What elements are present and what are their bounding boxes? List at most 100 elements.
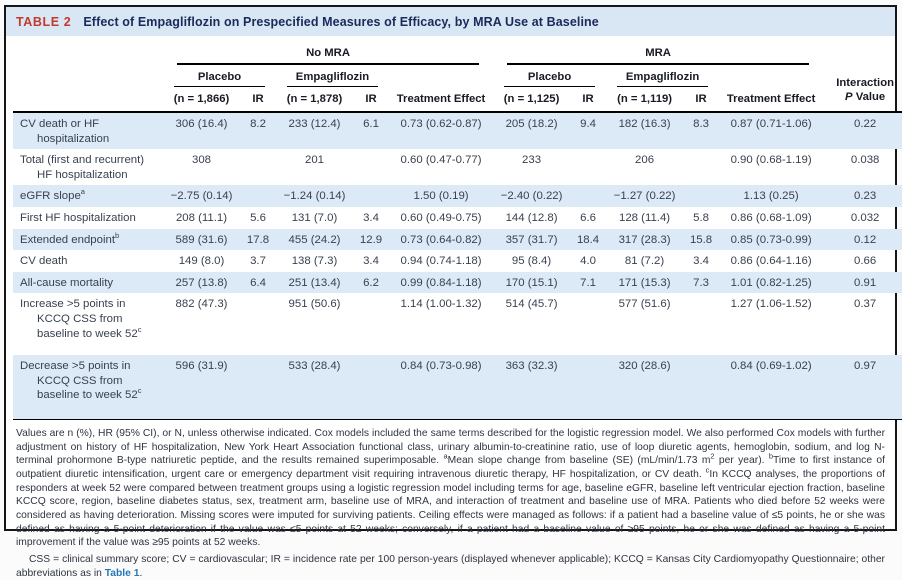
no-mra-empagliflozin-n: (n = 1,878) bbox=[276, 87, 353, 113]
table-cell: 7.1 bbox=[580, 276, 596, 289]
treatment-effect-header: Treatment Effect bbox=[389, 87, 494, 113]
table-cell: 205 (18.2) bbox=[505, 118, 558, 130]
table-cell: 6.2 bbox=[363, 276, 379, 289]
abbreviations-period: . bbox=[139, 567, 143, 579]
table-cell bbox=[240, 293, 276, 355]
table-row: Increase >5 points in KCCQ CSS from base… bbox=[13, 293, 902, 355]
table-cell: 0.60 (0.49-0.75) bbox=[400, 211, 482, 224]
table-row: CV death 149 (8.0) 3.7 138 (7.3) 3.4 0.94 (0.… bbox=[13, 250, 902, 272]
footnote-marker: b bbox=[768, 451, 773, 461]
table-cell: 12.9 bbox=[359, 233, 383, 246]
table-cell: 15.8 bbox=[689, 233, 713, 246]
table-cell: 95 (8.4) bbox=[511, 255, 552, 268]
table-cell: 1.13 (0.25) bbox=[743, 190, 799, 203]
table-cell: 0.22 bbox=[854, 118, 877, 130]
table-row: Decrease >5 points in KCCQ CSS from base… bbox=[13, 355, 902, 420]
table-cell: 882 (47.3) bbox=[175, 298, 228, 311]
group-header-no-mra: No MRA bbox=[163, 38, 493, 65]
table-cell: 3.7 bbox=[250, 255, 266, 268]
table-cell: 4.0 bbox=[580, 255, 596, 268]
table-cell: 0.99 (0.84-1.18) bbox=[400, 276, 482, 289]
endpoint-label: CV death or HF hospitalization bbox=[20, 118, 110, 145]
table-cell: 8.3 bbox=[693, 118, 709, 130]
table-cell: 257 (13.8) bbox=[175, 276, 228, 289]
endpoint-label: First HF hospitalization bbox=[20, 211, 136, 224]
table-cell: 589 (31.6) bbox=[175, 233, 228, 246]
table-body: CV death or HF hospitalization 306 (16.4)… bbox=[13, 112, 902, 420]
endpoint-label: Decrease >5 points in KCCQ CSS from base… bbox=[13, 355, 163, 420]
table-cell bbox=[353, 149, 389, 185]
endpoint-label: eGFR slopea bbox=[20, 187, 85, 203]
group-mra-label: MRA bbox=[507, 38, 810, 65]
table-cell: 306 (16.4) bbox=[175, 118, 228, 130]
table-row: Total (first and recurrent) HF hospitali… bbox=[13, 149, 902, 185]
table-cell: 0.038 bbox=[850, 154, 880, 167]
table-cell: 320 (28.6) bbox=[606, 355, 684, 420]
table-header: No MRA MRA Interaction P Value Placebo E… bbox=[13, 38, 902, 113]
table-cell: 596 (31.9) bbox=[163, 355, 240, 420]
table-title-bar: TABLE 2 Effect of Empagliflozin on Prespe… bbox=[6, 7, 895, 36]
table-cell: 182 (16.3) bbox=[618, 118, 671, 130]
footnote-marker: c bbox=[705, 465, 710, 475]
table-cell: 0.97 bbox=[823, 355, 902, 420]
table-cell: 0.90 (0.68-1.19) bbox=[730, 154, 812, 167]
table-cell: 0.032 bbox=[850, 211, 880, 224]
table-cell: 317 (28.3) bbox=[618, 233, 671, 246]
table-cell: 81 (7.2) bbox=[624, 255, 665, 268]
table-cell bbox=[683, 149, 719, 185]
table-cell: 6.6 bbox=[580, 211, 596, 224]
group-no-mra-label: No MRA bbox=[177, 38, 480, 65]
table-cell bbox=[353, 185, 389, 207]
table-cell: 1.01 (0.82-1.25) bbox=[730, 276, 812, 289]
table-cell: 0.60 (0.47-0.77) bbox=[400, 154, 482, 167]
table-1-link[interactable]: Table 1 bbox=[104, 567, 140, 579]
table-cell: 0.86 (0.64-1.16) bbox=[730, 255, 812, 268]
table-cell: 208 (11.1) bbox=[175, 211, 228, 224]
endpoint-column-header bbox=[13, 38, 163, 113]
table-cell: 0.66 bbox=[854, 255, 877, 268]
table-cell: −1.27 (0.22) bbox=[613, 190, 676, 203]
efficacy-table: No MRA MRA Interaction P Value Placebo E… bbox=[13, 38, 902, 420]
table-cell: 3.4 bbox=[693, 255, 709, 268]
table-cell: 201 bbox=[304, 154, 324, 167]
table-cell: 8.2 bbox=[250, 118, 266, 130]
endpoint-label: Extended endpointb bbox=[20, 230, 120, 246]
table-title: Effect of Empagliflozin on Prespecified … bbox=[83, 15, 599, 29]
table-cell: 0.23 bbox=[854, 190, 877, 203]
endpoint-label: CV death bbox=[20, 255, 68, 268]
table-cell bbox=[570, 185, 606, 207]
spacer-cell bbox=[389, 65, 493, 87]
p-label: P bbox=[845, 91, 853, 104]
footnote-paragraph: Values are n (%), HR (95% CI), or N, unl… bbox=[16, 427, 885, 549]
table-cell: 357 (31.7) bbox=[505, 233, 558, 246]
table-cell: 6.1 bbox=[363, 118, 379, 130]
table-cell: 514 (45.7) bbox=[505, 298, 558, 311]
table-cell: 131 (7.0) bbox=[291, 211, 338, 224]
table-cell: 3.4 bbox=[363, 211, 379, 224]
table-cell: −2.75 (0.14) bbox=[170, 190, 233, 203]
table-cell: 0.73 (0.62-0.87) bbox=[400, 118, 482, 130]
table-figure-panel: TABLE 2 Effect of Empagliflozin on Prespe… bbox=[4, 5, 902, 579]
table-cell bbox=[570, 149, 606, 185]
table-cell bbox=[683, 355, 720, 420]
table-cell: −2.40 (0.22) bbox=[500, 190, 563, 203]
table-cell: 251 (13.4) bbox=[288, 276, 341, 289]
table-cell: 0.12 bbox=[854, 233, 877, 246]
endpoint-label: All-cause mortality bbox=[20, 276, 114, 289]
table-cell bbox=[240, 149, 276, 185]
table-cell: 0.86 (0.68-1.09) bbox=[730, 211, 812, 224]
table-cell: 0.73 (0.64-0.82) bbox=[400, 233, 482, 246]
table-row: CV death or HF hospitalization 306 (16.4)… bbox=[13, 112, 902, 150]
table-cell: 577 (51.6) bbox=[618, 298, 671, 311]
table-cell: −1.24 (0.14) bbox=[283, 190, 346, 203]
endpoint-label: Increase >5 points in KCCQ CSS from base… bbox=[20, 298, 142, 340]
table-cell: 0.94 (0.74-1.18) bbox=[400, 255, 482, 268]
mra-placebo-n: (n = 1,125) bbox=[493, 87, 571, 113]
table-cell: 5.6 bbox=[250, 211, 266, 224]
footnote-marker: a bbox=[80, 187, 85, 197]
abbreviations-text: CSS = clinical summary score; CV = cardi… bbox=[16, 554, 885, 579]
table-cell: 0.85 (0.73-0.99) bbox=[730, 233, 812, 246]
table-number: TABLE 2 bbox=[16, 15, 72, 29]
table-cell: 128 (11.4) bbox=[619, 211, 671, 224]
no-mra-placebo-header: Placebo bbox=[163, 65, 276, 87]
